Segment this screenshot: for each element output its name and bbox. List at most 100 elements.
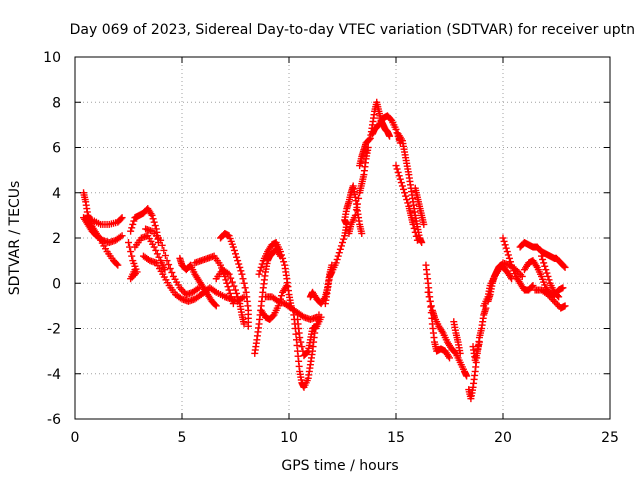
data-point-trail [239,275,247,283]
y-axis-label: SDTVAR / TECUs [7,181,23,296]
data-point-trail [393,165,401,173]
data-point-trail [258,260,266,268]
y-tick-label: -2 [47,322,61,338]
x-tick-label: 0 [71,430,80,446]
data-point-trail [500,237,508,245]
data-point-trail [278,251,286,259]
data-markers [80,98,569,403]
data-point [283,282,291,290]
data-point [561,263,569,271]
data-point-trail [256,267,264,275]
y-tick-label: -6 [47,412,61,428]
data-point-trail [411,228,419,236]
data-point-trail [130,217,138,225]
data-point-trail [129,220,137,228]
data-point [424,288,432,296]
data-point-trail [158,241,166,249]
data-point-trail [117,215,125,223]
data-point [127,227,135,235]
data-point-trail [398,182,406,190]
data-point-trail [240,279,248,287]
data-point-trail [365,136,373,144]
y-tick-label: 2 [52,231,61,247]
data-point [114,261,122,269]
data-point-trail [223,269,231,277]
data-point-trail [504,251,512,259]
data-point [232,286,239,294]
data-point [161,266,169,274]
data-point-trail [395,172,403,180]
data-point-trail [228,278,236,286]
data-point-trail [233,289,241,297]
x-tick-label: 10 [280,430,298,446]
data-point-trail [552,299,560,307]
data-point-trail [230,246,238,254]
data-point-trail [223,279,231,287]
data-point-trail [128,252,136,260]
data-point [125,239,132,247]
data-point-trail [399,185,407,193]
data-point [446,354,453,362]
data-point-trail [165,261,173,269]
data-point [118,214,126,222]
data-point-trail [340,235,348,243]
data-point [332,259,340,267]
data-point [234,257,242,265]
data-point [392,162,400,170]
data-point-trail [560,262,568,270]
data-point-trail [152,246,160,254]
data-point [240,293,248,301]
axis-ticks: 0 5 10 15 20 25 -6 -4 -2 0 2 4 6 8 10 [43,50,619,446]
data-point-trail [168,269,176,277]
data-point [550,297,558,305]
data-point-trail [554,292,562,300]
data-point-trail [544,272,552,280]
data-point-trail [160,246,168,254]
data-point [456,349,464,357]
data-point-trail [177,285,185,293]
data-point-trail [237,267,245,275]
data-point-trail [539,255,547,263]
data-point-trail [394,168,402,176]
y-tick-label: 8 [52,95,61,111]
x-tick-label: 15 [387,430,405,446]
data-point-trail [353,200,361,208]
data-point [418,239,426,247]
data-point [150,243,158,251]
data-point-trail [333,255,341,263]
data-point [561,302,569,310]
x-tick-label: 5 [178,430,187,446]
data-point [336,245,344,253]
data-point-trail [505,254,513,262]
data-point [413,236,421,244]
data-point [225,286,233,294]
data-point-trail [352,206,360,214]
data-point [555,293,563,301]
data-point-trail [149,215,157,223]
data-point [392,125,400,133]
data-point-trail [339,239,346,247]
data-point [386,132,394,140]
data-point-trail [128,224,136,232]
data-point [238,270,246,278]
data-point [244,322,252,330]
data-point-trail [404,199,412,207]
data-point-trail [298,343,306,351]
data-point [396,175,404,183]
data-point [255,270,263,278]
data-point-trail [238,294,246,302]
data-point-trail [303,348,311,356]
data-point-trail [236,263,244,271]
y-tick-label: 0 [52,276,61,292]
data-point-trail [166,265,174,273]
data-point-trail [425,293,433,301]
data-point [559,284,567,292]
data-point [131,266,139,274]
data-point-trail [241,284,249,292]
data-point [503,248,511,256]
x-tick-label: 25 [601,430,619,446]
y-tick-label: 4 [52,186,61,202]
data-point-trail [211,287,219,295]
data-point-trail [412,232,420,240]
